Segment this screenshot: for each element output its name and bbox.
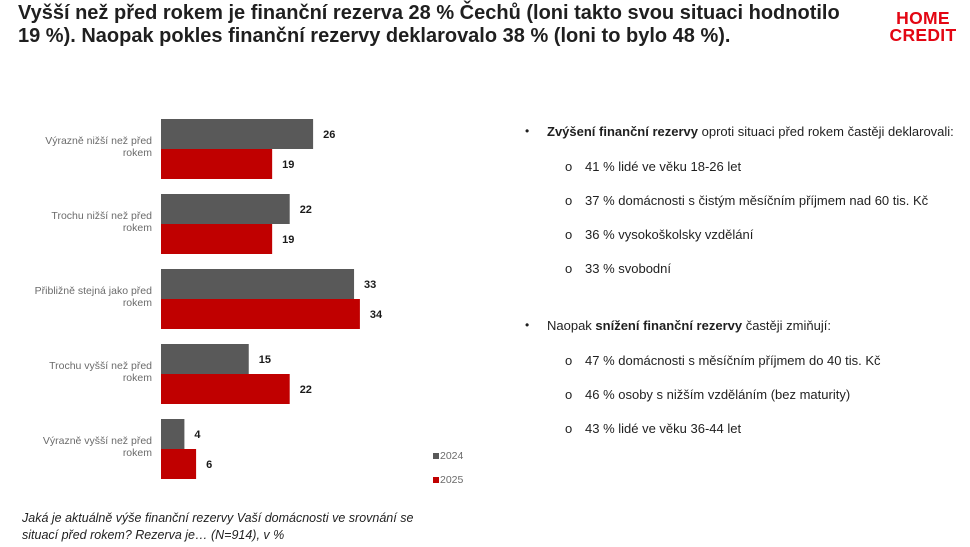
category-label-line: Trochu nižší než před bbox=[51, 210, 152, 222]
decrease-rest: častěji zmiňují: bbox=[742, 318, 831, 333]
data-label: 15 bbox=[259, 354, 271, 366]
decrease-list: o 47 % domácnosti s měsíčním příjmem do 4… bbox=[525, 352, 965, 437]
legend-label: 2024 bbox=[440, 450, 464, 462]
list-item-text: 47 % domácnosti s měsíčním příjmem do 40… bbox=[585, 353, 881, 368]
list-item: o 41 % lidé ve věku 18-26 let bbox=[565, 158, 965, 175]
list-item-text: 36 % vysokoškolsky vzdělání bbox=[585, 227, 754, 242]
survey-question: Jaká je aktuálně výše finanční rezervy V… bbox=[22, 511, 414, 542]
legend-swatch-2025 bbox=[433, 477, 439, 483]
sub-bullet-marker: o bbox=[565, 387, 573, 402]
page-title: Vyšší než před rokem je finanční rezerva… bbox=[18, 2, 840, 47]
data-label: 19 bbox=[282, 159, 294, 171]
decrease-prefix: Naopak bbox=[547, 318, 596, 333]
data-label: 34 bbox=[370, 309, 383, 321]
sub-bullet-marker: o bbox=[565, 159, 573, 174]
increase-rest: oproti situaci před rokem častěji deklar… bbox=[698, 124, 954, 139]
increase-list: o 41 % lidé ve věku 18-26 let o 37 % domácn… bbox=[525, 158, 965, 277]
list-item-text: 46 % osoby s nižším vzděláním (bez matur… bbox=[585, 387, 851, 402]
bullet-marker: • bbox=[525, 124, 530, 138]
category-label-line: Výrazně vyšší než před bbox=[43, 435, 152, 447]
home-credit-logo: HOME CREDIT bbox=[882, 8, 964, 45]
data-label: 33 bbox=[364, 279, 376, 291]
list-item: o 43 % lidé ve věku 36-44 let bbox=[565, 420, 965, 437]
category-label-line: rokem bbox=[123, 372, 152, 384]
logo-line-2: CREDIT bbox=[889, 25, 957, 45]
bullet-marker: • bbox=[525, 318, 530, 332]
sub-bullet-marker: o bbox=[565, 421, 573, 436]
list-item-text: 41 % lidé ve věku 18-26 let bbox=[585, 159, 742, 174]
bar-2024 bbox=[161, 269, 355, 299]
category-label-line: Trochu vyšší než před bbox=[49, 360, 152, 372]
bar-2024 bbox=[161, 194, 290, 224]
bar-2025 bbox=[161, 299, 360, 329]
category-label-line: rokem bbox=[123, 222, 152, 234]
data-label: 19 bbox=[282, 234, 294, 246]
bar-2025 bbox=[161, 149, 273, 179]
category-label-line: rokem bbox=[123, 147, 152, 159]
bar-2025 bbox=[161, 449, 197, 479]
sub-bullet-marker: o bbox=[565, 227, 573, 242]
increase-heading: Zvýšení finanční rezervy oproti situaci … bbox=[547, 123, 965, 140]
decrease-section: • Naopak snížení finanční rezervy častěj… bbox=[525, 317, 965, 437]
bar-2025 bbox=[161, 374, 290, 404]
bar-2025 bbox=[161, 224, 273, 254]
category-label-line: Přibližně stejná jako před bbox=[35, 285, 152, 297]
data-label: 6 bbox=[206, 459, 212, 471]
category-label: Přibližně stejná jako před rokem bbox=[35, 285, 153, 309]
increase-bold: Zvýšení finanční rezervy bbox=[547, 124, 699, 139]
list-item: o 36 % vysokoškolsky vzdělání bbox=[565, 226, 965, 243]
category-label: Trochu nižší než před rokem bbox=[51, 210, 152, 234]
data-label: 4 bbox=[194, 429, 201, 441]
list-item-text: 37 % domácnosti s čistým měsíčním příjme… bbox=[585, 193, 929, 208]
legend-swatch-2024 bbox=[433, 453, 439, 459]
bar-2024 bbox=[161, 344, 249, 374]
category-label: Výrazně nižší než před rokem bbox=[45, 135, 152, 159]
category-label-line: rokem bbox=[123, 297, 152, 309]
list-item-text: 43 % lidé ve věku 36-44 let bbox=[585, 421, 742, 436]
bar-2024 bbox=[161, 119, 314, 149]
data-label: 22 bbox=[300, 204, 312, 216]
bar-2024 bbox=[161, 419, 185, 449]
decrease-heading: Naopak snížení finanční rezervy častěji … bbox=[547, 317, 965, 334]
list-item: o 37 % domácnosti s čistým měsíčním příjm… bbox=[565, 192, 965, 209]
list-item: o 33 % svobodní bbox=[565, 260, 965, 277]
category-label: Výrazně vyšší než před rokem bbox=[43, 435, 152, 459]
sub-bullet-marker: o bbox=[565, 193, 573, 208]
category-label-line: rokem bbox=[123, 447, 152, 459]
list-item: o 47 % domácnosti s měsíčním příjmem do 4… bbox=[565, 352, 965, 369]
data-label: 22 bbox=[300, 384, 312, 396]
decrease-bullet: • Naopak snížení finanční rezervy častěj… bbox=[525, 317, 965, 334]
category-label: Trochu vyšší než před rokem bbox=[49, 360, 152, 384]
list-item: o 46 % osoby s nižším vzděláním (bez matu… bbox=[565, 386, 965, 403]
increase-bullet: • Zvýšení finanční rezervy oproti situac… bbox=[525, 123, 965, 140]
data-label: 26 bbox=[323, 129, 335, 141]
sub-bullet-marker: o bbox=[565, 261, 573, 276]
list-item-text: 33 % svobodní bbox=[585, 261, 672, 276]
findings-panel: • Zvýšení finanční rezervy oproti situac… bbox=[525, 123, 965, 437]
decrease-bold: snížení finanční rezervy bbox=[595, 318, 743, 333]
legend-label: 2025 bbox=[440, 474, 464, 486]
category-label-line: Výrazně nižší než před bbox=[45, 135, 152, 147]
sub-bullet-marker: o bbox=[565, 353, 573, 368]
increase-section: • Zvýšení finanční rezervy oproti situac… bbox=[525, 123, 965, 277]
logo-line-1: HOME bbox=[896, 8, 950, 28]
